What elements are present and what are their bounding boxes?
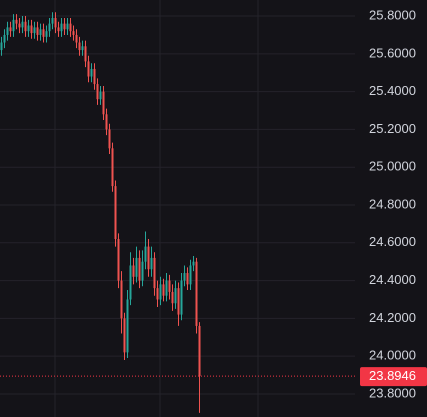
candle-body [39, 29, 42, 35]
candle-body [15, 19, 18, 24]
candle-body [165, 280, 168, 296]
candle-body [81, 46, 84, 51]
candle-body [159, 284, 162, 300]
candle-body [87, 61, 90, 77]
candle-body [114, 186, 117, 240]
candle-body [135, 257, 138, 277]
candle-body [54, 17, 57, 28]
y-tick-label: 23.8000 [369, 385, 416, 400]
candle-body [48, 23, 51, 32]
y-tick-label: 25.4000 [369, 83, 416, 98]
y-tick-label: 25.2000 [369, 121, 416, 136]
y-axis: 23.8000 24.0000 24.2000 24.4000 24.6000 24.80… [0, 7, 427, 400]
candle-body [93, 68, 96, 85]
candle-body [195, 261, 198, 326]
candle-body [33, 27, 36, 34]
candle-body [12, 19, 15, 32]
y-tick-label: 24.8000 [369, 196, 416, 211]
candle-body [57, 27, 60, 32]
y-tick-label: 24.4000 [369, 272, 416, 287]
candle-body [84, 46, 87, 62]
candle-body [186, 273, 189, 285]
candle-body [69, 23, 72, 32]
candle-body [24, 21, 27, 32]
candle-body [66, 23, 69, 30]
candle-body [162, 284, 165, 296]
candle-body [63, 23, 66, 30]
candle-body [171, 291, 174, 304]
candle-body [36, 27, 39, 35]
candle-body [123, 318, 126, 353]
candle-body [192, 261, 195, 266]
candle-body [72, 31, 75, 35]
candle-body [102, 91, 105, 115]
y-tick-label: 25.0000 [369, 159, 416, 174]
candle-body [99, 91, 102, 100]
candle-body [198, 325, 201, 377]
candle-body [168, 280, 171, 292]
candle-body [189, 265, 192, 285]
candle-body [147, 246, 150, 270]
candle-body [108, 129, 111, 149]
candle-body [78, 42, 81, 51]
candle-body [0, 42, 3, 51]
candle-body [105, 114, 108, 130]
candle-body [174, 288, 177, 304]
candle-body [42, 29, 45, 37]
candle-body [30, 25, 33, 34]
candle-body [180, 280, 183, 315]
y-tick-label: 24.6000 [369, 234, 416, 249]
candle-body [117, 239, 120, 281]
candle-body [150, 257, 153, 270]
y-tick-label: 25.8000 [369, 7, 416, 22]
candle-body [144, 246, 147, 262]
candle-body [153, 257, 156, 289]
candle-body [75, 34, 78, 43]
candle-body [129, 265, 132, 300]
candle-body [111, 148, 114, 187]
candle-body [132, 265, 135, 277]
candle-body [90, 68, 93, 77]
candle-body [156, 288, 159, 300]
candle-body [141, 261, 144, 281]
candle-body [9, 27, 12, 32]
candles [0, 12, 201, 413]
candle-body [183, 273, 186, 281]
grid [0, 15, 355, 395]
candle-body [138, 257, 141, 281]
y-tick-label: 24.2000 [369, 310, 416, 325]
candle-body [51, 17, 54, 24]
y-tick-label: 25.6000 [369, 45, 416, 60]
candle-body [21, 21, 24, 28]
candle-body [96, 84, 99, 100]
candle-body [126, 299, 129, 353]
last-price-label: 23.8946 [369, 368, 416, 383]
last-price-box [360, 367, 427, 387]
candle-body [60, 23, 63, 32]
candle-body [3, 34, 6, 43]
candle-body [18, 23, 21, 28]
y-tick-label: 24.0000 [369, 348, 416, 363]
candle-body [6, 27, 9, 35]
candle-body [120, 280, 123, 319]
candle-body [27, 25, 30, 32]
candle-body [45, 31, 48, 37]
candle-body [177, 288, 180, 315]
